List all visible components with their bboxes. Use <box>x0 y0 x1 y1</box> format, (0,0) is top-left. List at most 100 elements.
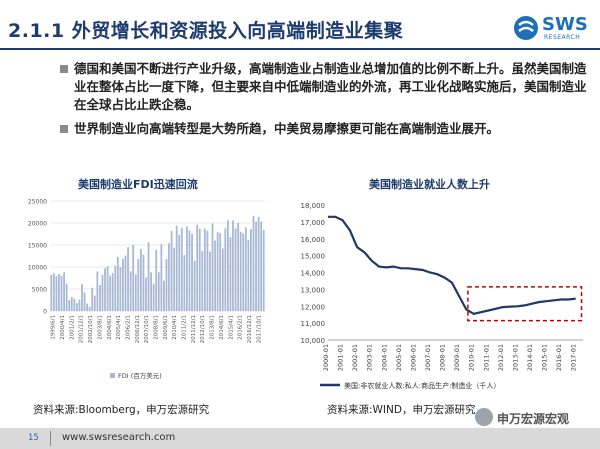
y-tick-label: 5000 <box>32 287 47 294</box>
bar <box>157 272 160 311</box>
bar <box>150 272 152 311</box>
x-tick-label: 2002-01 <box>351 344 359 371</box>
x-tick-label: 2007-01 <box>424 344 432 371</box>
bar <box>68 300 71 311</box>
x-tick-label: 2014/6/1 <box>219 315 225 340</box>
bar <box>209 251 211 311</box>
bar <box>186 226 188 311</box>
bar <box>237 223 240 311</box>
bar <box>114 265 117 311</box>
bar <box>216 231 219 311</box>
x-tick-label: 2006/2/1 <box>125 315 131 340</box>
bar <box>193 260 196 311</box>
x-tick-label: 2017/10/1 <box>256 315 262 343</box>
bar <box>96 271 99 311</box>
y-tick-label: 11,000 <box>301 320 326 328</box>
bar <box>188 230 191 311</box>
bullet-list: 德国和美国不断进行产业升级，高端制造业占制造业总增加值的比例不断上升。虽然美国制… <box>60 60 588 144</box>
bar <box>50 274 53 311</box>
y-tick-label: 16,000 <box>301 236 326 244</box>
bar <box>70 296 73 311</box>
bar <box>214 240 216 311</box>
bar <box>111 273 114 311</box>
x-tick-label: 2001/2/1 <box>69 315 75 340</box>
left-source: 资料来源:Bloomberg，申万宏源研究 <box>33 404 210 416</box>
bar <box>75 303 78 311</box>
x-tick-label: 2002/10/1 <box>88 315 94 343</box>
bar <box>137 259 140 311</box>
bar <box>147 242 150 311</box>
bar <box>252 215 255 311</box>
bar <box>104 268 106 311</box>
logo-subtext: RESEARCH <box>544 34 581 41</box>
y-tick-label: 10,000 <box>301 337 326 345</box>
bar <box>211 223 214 311</box>
x-tick-label: 2013/8/1 <box>210 315 216 340</box>
bar <box>155 249 158 311</box>
bar <box>73 298 76 311</box>
x-tick-label: 2010-01 <box>468 344 476 371</box>
bar <box>247 239 250 311</box>
x-tick-label: 2005/4/1 <box>116 315 122 340</box>
bar <box>152 283 155 311</box>
x-tick-label: 2004-01 <box>380 344 388 371</box>
footer-divider <box>50 431 51 446</box>
right-chart-title: 美国制造业就业人数上升 <box>369 178 490 191</box>
bar <box>175 225 178 311</box>
bar <box>55 276 58 311</box>
y-tick-label: 12,000 <box>301 303 326 311</box>
x-tick-label: 2015-01 <box>541 344 549 371</box>
bar <box>91 287 94 311</box>
bar <box>139 248 142 311</box>
x-tick-label: 2003/8/1 <box>97 315 103 340</box>
bar <box>180 227 183 311</box>
bar <box>242 233 245 311</box>
x-tick-label: 2008-01 <box>439 344 447 371</box>
bar <box>129 271 132 311</box>
bar <box>78 299 81 311</box>
y-tick-label: 15,000 <box>301 253 326 261</box>
x-tick-label: 2011-01 <box>482 344 490 371</box>
bar <box>93 295 96 311</box>
bar <box>183 255 186 311</box>
bar <box>170 230 173 311</box>
bar <box>109 275 112 311</box>
bar <box>160 244 163 311</box>
bar <box>116 256 119 311</box>
y-tick-label: 20000 <box>28 221 47 228</box>
x-tick-label: 2001/12/1 <box>79 315 85 343</box>
bar <box>86 303 89 311</box>
title-underline <box>0 48 600 50</box>
bar <box>191 234 193 311</box>
bar <box>203 228 206 311</box>
bar <box>260 221 263 311</box>
bar <box>198 228 201 311</box>
right-source: 资料来源:WIND，申万宏源研究 <box>327 404 476 416</box>
x-tick-label: 2000-01 <box>322 344 330 371</box>
watermark-text: 申万宏源宏观 <box>497 412 570 426</box>
legend-label: 美国:非农就业人数:私人:商品生产:制造业（千人） <box>344 381 500 390</box>
bar <box>134 274 137 311</box>
y-tick-label: 15000 <box>28 243 47 250</box>
bar <box>219 233 222 311</box>
x-tick-label: 2000/4/1 <box>60 315 66 340</box>
x-tick-label: 2013-01 <box>511 344 519 371</box>
bar <box>232 220 234 311</box>
left-chart-title: 美国制造业FDI迅速回流 <box>78 178 198 191</box>
x-tick-label: 2017-01 <box>570 344 578 371</box>
bar <box>226 220 229 311</box>
x-tick-label: 2015/4/1 <box>228 315 234 340</box>
bar <box>142 254 145 311</box>
bar <box>127 247 129 311</box>
wechat-icon <box>475 408 493 426</box>
bar <box>178 234 181 311</box>
x-tick-label: 2007/10/1 <box>144 315 150 343</box>
sws-logo-icon <box>514 16 538 40</box>
y-tick-label: 18,000 <box>301 202 326 210</box>
x-tick-label: 2009/6/1 <box>163 315 169 340</box>
bar <box>63 272 65 311</box>
bar <box>224 228 227 311</box>
bar <box>145 277 147 311</box>
bar <box>262 230 265 311</box>
page-number: 15 <box>28 433 39 443</box>
